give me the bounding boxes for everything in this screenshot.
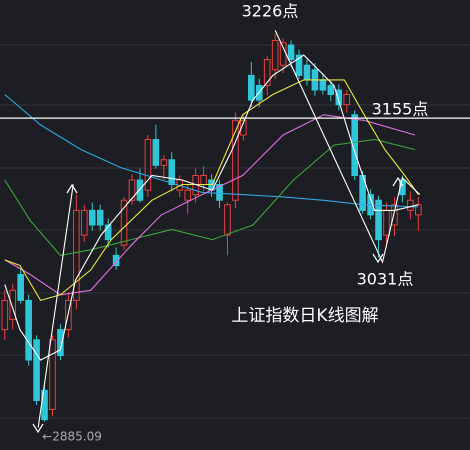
candle-body	[240, 119, 247, 136]
candle-body	[33, 339, 40, 401]
candle-body	[120, 199, 128, 246]
candle-body	[25, 299, 32, 361]
candle-body	[263, 59, 271, 86]
candle-body	[96, 209, 104, 226]
candle-body	[343, 94, 351, 106]
candle-body	[152, 139, 160, 166]
candle-body	[184, 189, 191, 201]
candle-body	[295, 54, 303, 76]
arrow-head	[392, 176, 404, 187]
annotation: 3155点	[372, 100, 429, 119]
candle-body	[351, 114, 358, 176]
chart-title: 上证指数日K线图解	[231, 306, 378, 326]
trend-line	[274, 30, 421, 264]
candle-body	[415, 204, 422, 216]
candle-body	[17, 274, 24, 301]
candle-body	[49, 339, 56, 410]
candle-body	[303, 64, 311, 81]
arrow-head	[372, 253, 384, 264]
candle-body	[144, 139, 152, 191]
candle-body	[57, 329, 64, 356]
candle-body	[200, 175, 207, 185]
moving-average	[4, 54, 419, 361]
candle-body	[327, 85, 335, 95]
candle-body	[168, 159, 176, 185]
candle-body	[112, 254, 120, 266]
candle-body	[287, 44, 295, 61]
annotation: 3031点	[357, 270, 414, 289]
candle-body	[319, 79, 327, 91]
candle-body	[248, 74, 255, 101]
moving-average	[4, 138, 416, 256]
candle-body	[335, 89, 343, 106]
candle-body	[279, 42, 287, 66]
candle-body	[9, 289, 17, 320]
arrow-head	[66, 183, 78, 194]
candle-body	[128, 179, 136, 201]
candle-body	[375, 199, 382, 241]
candle-body	[104, 224, 112, 241]
candle-body	[1, 299, 9, 331]
candle-body	[271, 40, 279, 71]
moving-average	[4, 94, 419, 208]
candle-body	[73, 209, 80, 301]
candle-body	[224, 204, 231, 236]
moving-average	[4, 79, 419, 302]
moving-average	[4, 114, 416, 296]
arrow-head	[32, 423, 44, 434]
annotation: ←2885.09	[42, 430, 102, 444]
candle-body	[216, 184, 223, 201]
annotation: 3226点	[242, 2, 299, 21]
candle-body	[136, 179, 144, 201]
trend-line	[37, 184, 74, 428]
candle-body	[232, 119, 239, 201]
candle-body	[407, 199, 414, 211]
candle-body	[80, 209, 88, 236]
candle-body	[383, 209, 390, 236]
candle-body	[391, 204, 398, 226]
candle-body	[88, 209, 96, 226]
candle-body	[160, 159, 168, 166]
